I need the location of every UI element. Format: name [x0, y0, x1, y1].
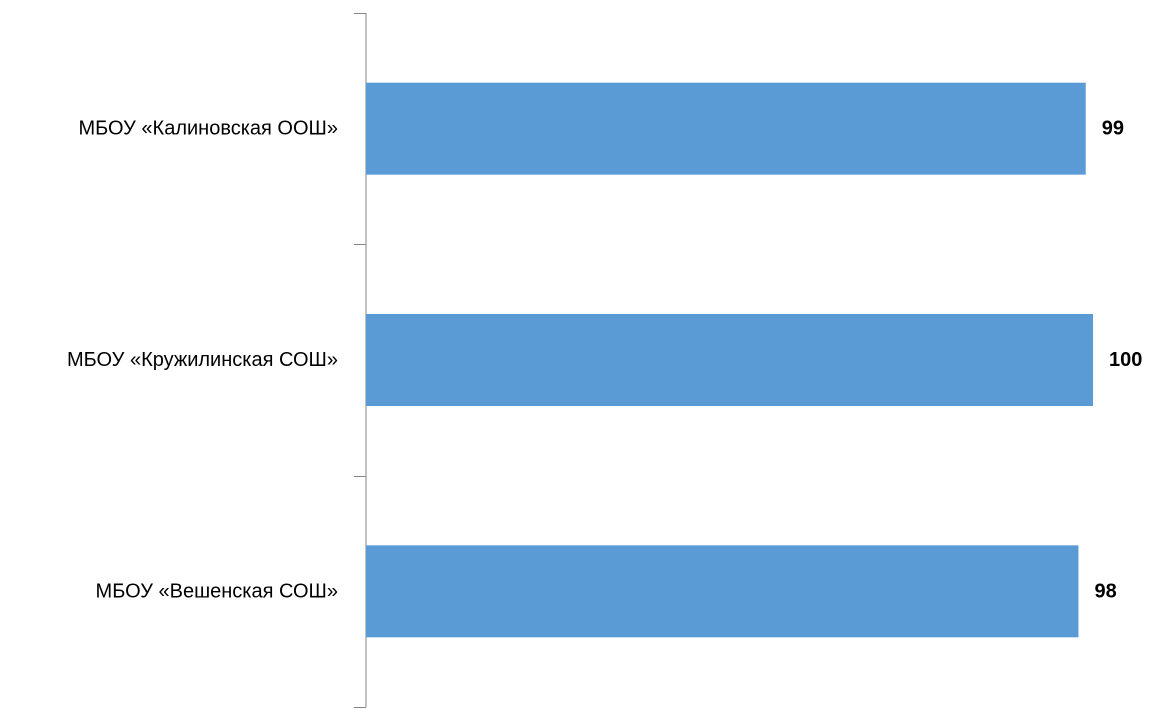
data-label: 98: [1094, 580, 1116, 602]
bar: [366, 545, 1079, 638]
data-label: 99: [1102, 118, 1124, 140]
category-label: МБОУ «Вешенская СОШ»: [96, 580, 338, 602]
bars: [366, 82, 1093, 638]
bar: [366, 314, 1093, 406]
bar: [366, 82, 1086, 175]
category-label: МБОУ «Кружилинская СОШ»: [67, 349, 338, 371]
data-label: 100: [1109, 349, 1142, 371]
category-label: МБОУ «Калиновская ООШ»: [78, 118, 338, 140]
labels: МБОУ «Калиновская ООШ» 99 МБОУ «Кружилинск…: [67, 118, 1142, 603]
category-axis: [354, 13, 367, 708]
